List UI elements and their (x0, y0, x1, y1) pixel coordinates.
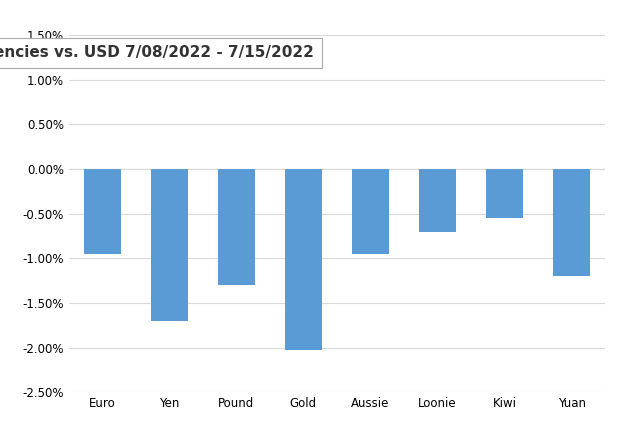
Bar (486, 169, 523, 218)
Bar (218, 169, 255, 285)
Bar (419, 169, 456, 232)
Text: Currencies vs. USD 7/08/2022 - 7/15/2022: Currencies vs. USD 7/08/2022 - 7/15/2022 (0, 45, 314, 60)
Bar (285, 169, 322, 351)
Bar (553, 169, 590, 276)
Bar (151, 169, 188, 321)
Bar (84, 169, 120, 254)
Bar (352, 169, 389, 254)
